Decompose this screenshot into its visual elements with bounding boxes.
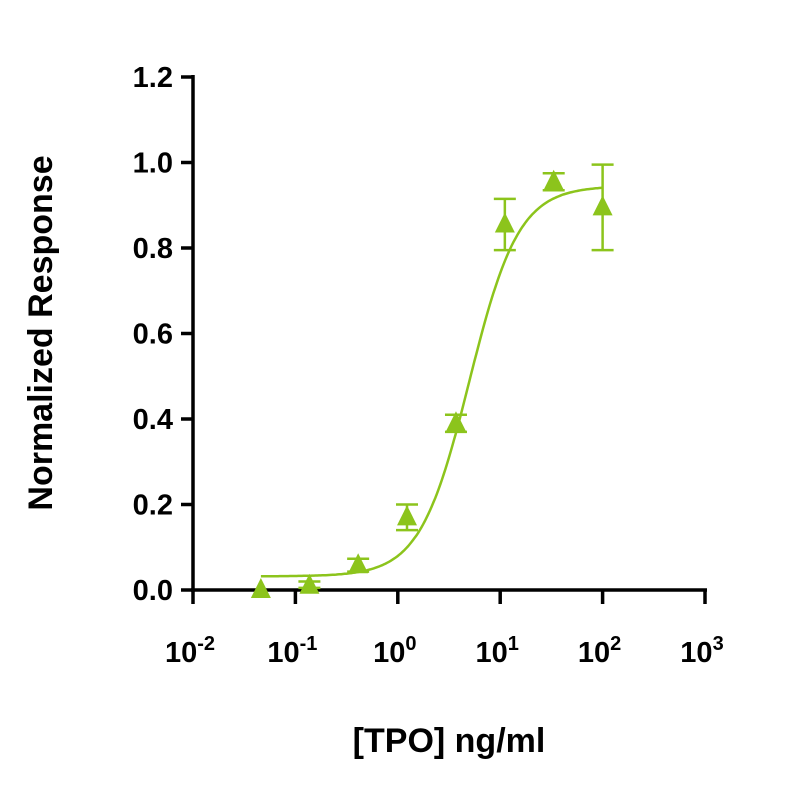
- x-tick-exponent: -1: [300, 633, 318, 655]
- fit-curve-group: [260, 186, 603, 578]
- data-point: [542, 169, 565, 192]
- x-axis-title: [TPO] ng/ml: [353, 722, 546, 760]
- triangle-marker: [543, 169, 564, 190]
- x-tick-label: 10-2: [165, 633, 215, 669]
- y-tick-label: 0.4: [133, 404, 173, 436]
- triangle-marker: [250, 578, 271, 598]
- x-tick-base: 10: [165, 637, 197, 669]
- triangle-marker: [397, 505, 418, 526]
- triangle-marker: [445, 411, 466, 432]
- y-tick-label: 0.6: [133, 319, 173, 351]
- y-tick-label: 0.2: [133, 490, 173, 522]
- data-points: [250, 163, 614, 598]
- x-tick-label: 10-1: [267, 633, 317, 669]
- y-axis-title: Normalized Response: [22, 155, 60, 510]
- x-tick-exponent: 3: [713, 633, 724, 655]
- triangle-marker: [299, 573, 320, 594]
- y-tick-label: 1.2: [133, 62, 173, 94]
- fit-curve: [260, 186, 603, 578]
- x-tick-exponent: -2: [197, 633, 215, 655]
- data-point: [444, 411, 467, 434]
- triangle-marker: [592, 195, 613, 216]
- x-tick-base: 10: [373, 637, 405, 669]
- x-tick-base: 10: [267, 637, 299, 669]
- y-tick-label: 0.8: [133, 233, 173, 265]
- x-tick-base: 10: [476, 637, 508, 669]
- triangle-marker: [494, 212, 515, 233]
- triangle-marker: [348, 553, 369, 574]
- x-tick-exponent: 1: [508, 633, 519, 655]
- x-tick-base: 10: [578, 637, 610, 669]
- y-tick-label: 0.0: [133, 575, 173, 607]
- x-tick-base: 10: [680, 637, 712, 669]
- data-point: [298, 573, 321, 594]
- axes: 0.00.20.40.60.81.01.210-2 10-1 100 101 102 10…: [133, 62, 724, 669]
- x-tick-exponent: 0: [405, 633, 416, 655]
- x-tick-label: 101: [476, 633, 519, 669]
- x-tick-label: 100: [373, 633, 416, 669]
- data-point: [591, 163, 614, 252]
- x-tick-label: 102: [578, 633, 621, 669]
- data-point: [396, 503, 419, 532]
- y-tick-label: 1.0: [133, 148, 173, 180]
- data-point: [493, 197, 516, 252]
- data-point: [250, 578, 271, 598]
- x-tick-label: 103: [680, 633, 723, 669]
- x-tick-exponent: 2: [610, 633, 621, 655]
- data-point: [347, 553, 370, 574]
